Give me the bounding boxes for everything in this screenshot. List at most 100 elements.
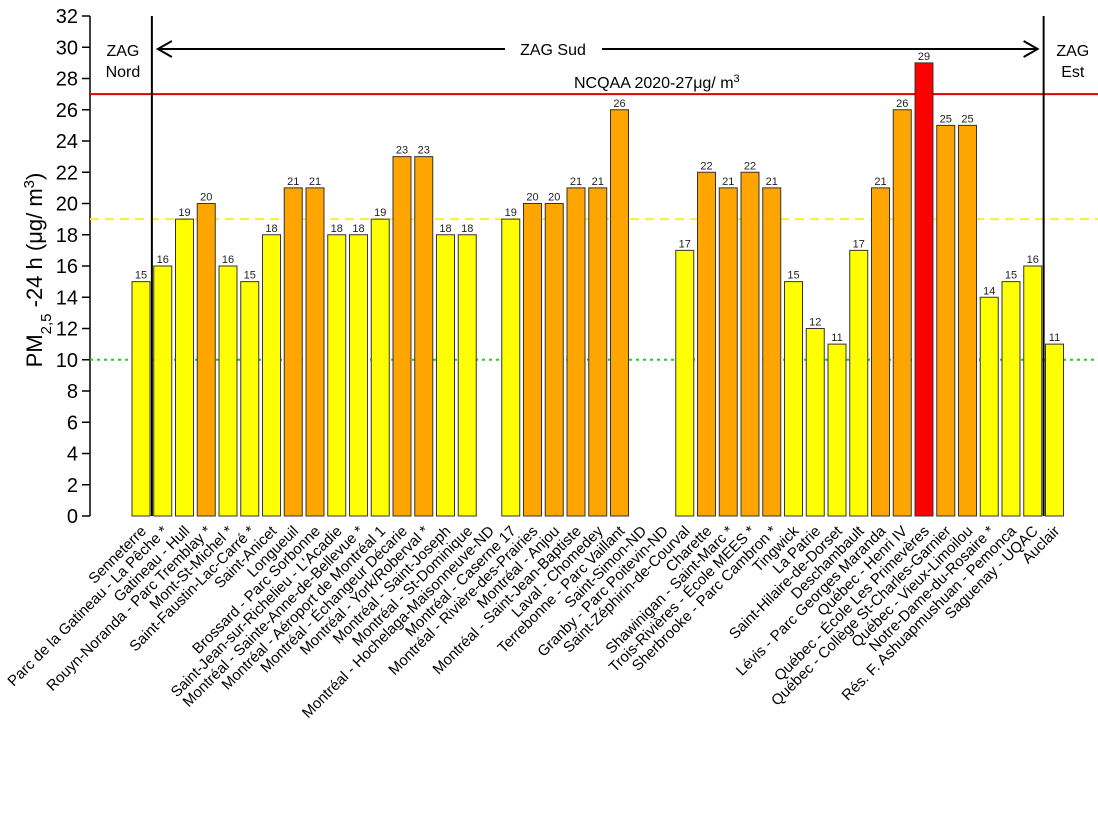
zone-label: ZAG [1056,43,1089,60]
bar [196,203,216,517]
bar-value-label: 21 [309,176,321,188]
bar-value-label: 18 [265,223,277,235]
bar-value-label: 19 [178,207,190,219]
bar [849,249,869,517]
bar [262,234,281,517]
bar [740,171,760,517]
bar [349,234,368,517]
zone-label-line2: Est [1061,64,1085,81]
bar-value-label: 23 [396,145,408,157]
bars [131,62,1064,517]
bar-value-label: 14 [983,285,995,297]
bar-value-label: 17 [679,238,691,250]
bar [871,187,890,517]
y-tick-label: 12 [56,319,78,341]
bar-value-label: 15 [244,270,256,282]
bar-value-label: 19 [505,207,517,219]
bar-value-label: 20 [548,192,560,204]
zone-annotations: ZAG Nord ZAG Sud ZAG Est [106,16,1089,516]
bar [457,234,477,517]
y-tick-label: 28 [56,69,78,91]
y-axis-label: PM2,5 -24 h (μg/ m3) [21,173,55,368]
bar-value-label: 11 [1049,332,1060,344]
ylabel-subscript: 2,5 [38,314,55,335]
ylabel-mu: μ [22,231,47,244]
bar [544,203,564,517]
y-tick-label: 18 [56,225,78,247]
bar-value-label: 12 [809,317,821,329]
bar-value-label: 19 [374,207,386,219]
bar [153,265,173,517]
bar-value-label: 20 [200,192,212,204]
bar-value-label: 22 [744,160,756,172]
zone-label-line2: Nord [106,64,141,81]
bar [501,218,521,517]
bar [914,62,934,517]
y-tick-label: 4 [67,444,78,466]
zone-arrow-left-head [155,40,173,58]
zone-arrow-right-head [1023,40,1040,58]
bar [958,124,977,517]
zone-label: ZAG [106,43,139,60]
bar-value-labels: 15 16 19 20 16 15 18 21 21 18 18 19 23 23 18 18 19 20 20 21… [135,51,1060,344]
bar [762,187,782,517]
bar [610,109,629,517]
y-tick-label: 10 [56,350,78,372]
bar [805,328,825,517]
y-tick-label: 30 [56,37,78,59]
bar [697,171,716,517]
bar-value-label: 16 [222,254,234,266]
y-tick-label: 2 [67,475,78,497]
ylabel-close: ) [22,173,47,180]
ylabel-sup: 3 [21,180,38,188]
bar [414,156,434,517]
bar [523,203,542,517]
bar-value-label: 15 [135,270,147,282]
zone-label: ZAG Sud [520,42,586,59]
bar-value-label: 15 [1005,270,1017,282]
bar-value-label: 21 [766,176,778,188]
bar [1001,281,1021,517]
bar [827,343,847,517]
bar-value-label: 22 [700,160,712,172]
bar [588,187,608,517]
bar [936,124,956,517]
bar-value-label: 18 [352,223,364,235]
bar [305,187,325,517]
bar [175,218,194,517]
category-label: Parc de la Gatineau - La Pêche * [4,523,171,690]
bar-value-label: 29 [918,51,930,63]
bar-value-label: 20 [526,192,538,204]
bar-value-label: 23 [418,145,430,157]
bar-value-label: 25 [940,113,952,125]
reference-line-label: NCQAA 2020-27μg/ m3 [574,73,740,92]
bar-value-label: 16 [1027,254,1039,266]
bar [327,234,347,517]
ref-label-unit: g/ m [702,75,733,92]
bar [979,296,999,517]
bar-value-label: 21 [592,176,604,188]
bar [218,265,238,517]
bar-value-label: 21 [570,176,582,188]
bar [1023,265,1043,517]
bar [892,109,912,517]
bar-value-label: 21 [722,176,734,188]
bar-value-label: 21 [287,176,299,188]
ylabel-suffix: -24 h ( [22,243,47,313]
y-tick-label: 24 [56,131,78,153]
bar-value-label: 21 [874,176,886,188]
bar [240,281,260,517]
ylabel-unit: g/ m [22,188,47,231]
ref-label-mu: μ [693,75,702,92]
bar [1045,343,1064,517]
bar-value-label: 11 [831,332,842,344]
bar-value-label: 25 [961,113,973,125]
bar [436,234,455,517]
bar [675,249,695,517]
bar [131,281,151,517]
y-tick-label: 8 [67,381,78,403]
bar [283,187,303,517]
